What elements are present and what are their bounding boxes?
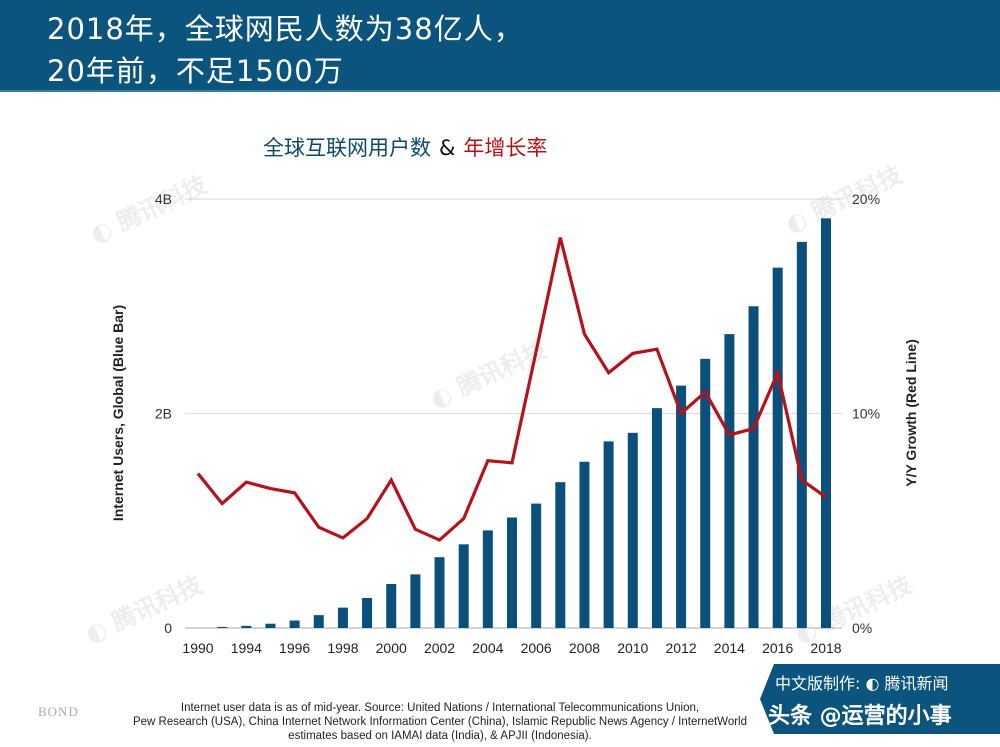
badge-line1: 中文版制作: ◐ 腾讯新闻 <box>775 674 949 693</box>
header-banner: 2018年，全球网民人数为38亿人， 20年前，不足1500万 <box>0 0 1000 92</box>
x-tick-label: 2004 <box>472 640 503 656</box>
left-tick-label: 4B <box>155 191 172 207</box>
bar-1994 <box>241 625 252 628</box>
bar-2005 <box>507 517 517 628</box>
source-badge <box>760 664 1000 734</box>
headline-line2: 20年前，不足1500万 <box>47 54 344 88</box>
bar-2003 <box>458 544 469 628</box>
bar-2017 <box>796 241 807 628</box>
footnote: Internet user data is as of mid-year. So… <box>90 701 790 743</box>
bar-1996 <box>289 620 300 628</box>
x-tick-label: 2016 <box>762 640 793 656</box>
bar-1999 <box>362 597 373 628</box>
bar-2016 <box>772 267 783 628</box>
bar-2012 <box>676 385 687 628</box>
x-tick-label: 2014 <box>714 640 745 656</box>
bar-2008 <box>579 461 590 628</box>
bar-2004 <box>482 530 493 628</box>
chart-title: 全球互联网用户数 & 年增长率 <box>263 132 547 162</box>
bar-2011 <box>651 408 662 628</box>
bar-2007 <box>555 482 566 628</box>
left-tick-label: 2B <box>155 406 172 422</box>
bond-logo: BOND <box>38 704 79 719</box>
bar-1993 <box>217 626 228 628</box>
chart-title-growth: 年增长率 <box>463 136 548 160</box>
chart-title-users: 全球互联网用户数 <box>263 136 431 160</box>
bar-2000 <box>386 584 397 628</box>
x-tick-label: 2012 <box>665 640 696 656</box>
headline-line1: 2018年，全球网民人数为38亿人， <box>47 12 524 46</box>
right-tick-label: 20% <box>852 191 880 207</box>
bar-2001 <box>410 574 421 628</box>
x-tick-label: 2006 <box>521 640 552 656</box>
x-tick-label: 2018 <box>810 640 841 656</box>
x-tick-label: 1990 <box>182 640 213 656</box>
x-tick-label: 2010 <box>617 640 648 656</box>
bar-2014 <box>724 334 735 628</box>
right-tick-label: 0% <box>852 620 872 636</box>
chart-title-amp: & <box>439 136 456 160</box>
bar-2015 <box>748 306 759 628</box>
x-tick-label: 2002 <box>424 640 455 656</box>
right-tick-label: 10% <box>852 406 880 422</box>
x-tick-label: 2000 <box>376 640 407 656</box>
left-axis-title: Internet Users, Global (Blue Bar) <box>110 305 126 521</box>
bar-1997 <box>313 615 324 628</box>
bar-2018 <box>821 218 831 628</box>
right-axis-title: Y/Y Growth (Red Line) <box>903 339 919 487</box>
left-tick-label: 0 <box>164 620 172 636</box>
bar-2013 <box>700 358 711 628</box>
bar-1995 <box>265 623 276 628</box>
bar-2006 <box>531 503 542 628</box>
badge-line2: 头条 @运营的小事 <box>768 704 952 729</box>
bar-2010 <box>627 432 638 628</box>
x-tick-label: 1996 <box>279 640 310 656</box>
footnote-line2: Pew Research (USA), China Internet Netwo… <box>132 716 747 728</box>
bar-2002 <box>434 557 445 628</box>
x-tick-label: 1998 <box>327 640 358 656</box>
footnote-line1: Internet user data is as of mid-year. So… <box>180 702 700 714</box>
bar-1998 <box>337 607 348 628</box>
x-tick-label: 1994 <box>231 640 262 656</box>
footnote-line3: estimates based on IAMAI data (India), &… <box>288 730 592 742</box>
x-tick-label: 2008 <box>569 640 600 656</box>
bar-2009 <box>603 441 614 628</box>
